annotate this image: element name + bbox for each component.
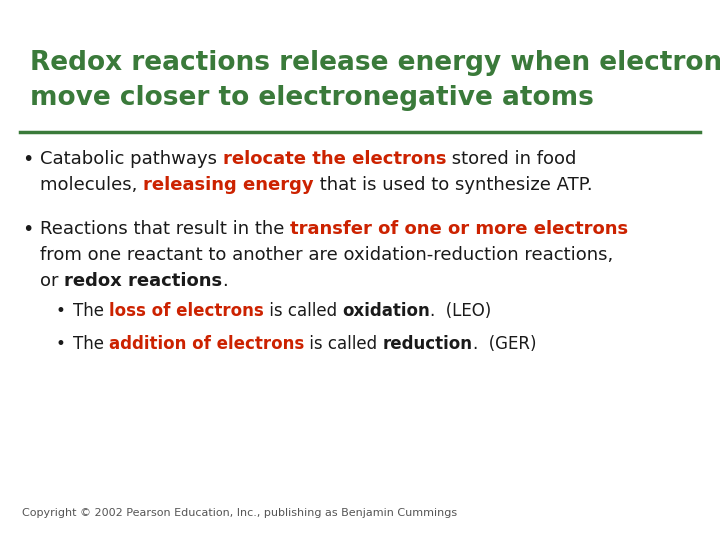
Text: redox reactions: redox reactions xyxy=(64,272,222,290)
Text: Copyright © 2002 Pearson Education, Inc., publishing as Benjamin Cummings: Copyright © 2002 Pearson Education, Inc.… xyxy=(22,508,457,518)
Text: relocate the electrons: relocate the electrons xyxy=(222,150,446,168)
Text: The: The xyxy=(73,335,109,353)
Text: .: . xyxy=(222,272,228,290)
Text: stored in food: stored in food xyxy=(446,150,577,168)
Text: from one reactant to another are oxidation-reduction reactions,: from one reactant to another are oxidati… xyxy=(40,246,613,264)
Text: oxidation: oxidation xyxy=(343,302,430,320)
Text: •: • xyxy=(22,220,33,239)
Text: •: • xyxy=(55,335,65,353)
Text: releasing energy: releasing energy xyxy=(143,176,314,194)
Text: •: • xyxy=(22,150,33,169)
Text: •: • xyxy=(55,302,65,320)
Text: .  (LEO): . (LEO) xyxy=(430,302,491,320)
Text: loss of electrons: loss of electrons xyxy=(109,302,264,320)
Text: Reactions that result in the: Reactions that result in the xyxy=(40,220,290,238)
Text: .  (GER): . (GER) xyxy=(473,335,536,353)
Text: The: The xyxy=(73,302,109,320)
Text: Redox reactions release energy when electrons: Redox reactions release energy when elec… xyxy=(30,50,720,76)
Text: Catabolic pathways: Catabolic pathways xyxy=(40,150,222,168)
Text: transfer of one or more electrons: transfer of one or more electrons xyxy=(290,220,629,238)
Text: move closer to electronegative atoms: move closer to electronegative atoms xyxy=(30,85,594,111)
Text: addition of electrons: addition of electrons xyxy=(109,335,305,353)
Text: or: or xyxy=(40,272,64,290)
Text: is called: is called xyxy=(305,335,383,353)
Text: that is used to synthesize ATP.: that is used to synthesize ATP. xyxy=(314,176,593,194)
Text: molecules,: molecules, xyxy=(40,176,143,194)
Text: is called: is called xyxy=(264,302,343,320)
Text: reduction: reduction xyxy=(383,335,473,353)
